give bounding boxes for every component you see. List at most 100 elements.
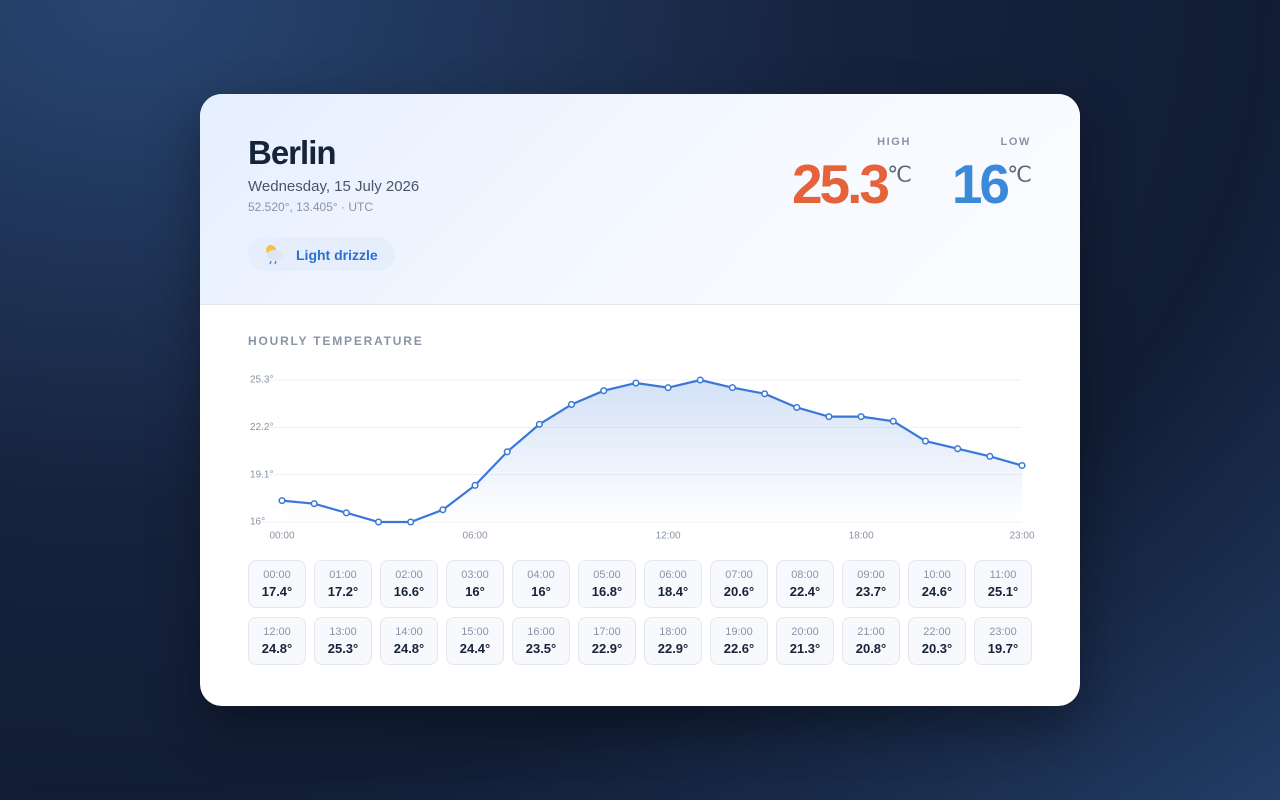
point — [793, 403, 801, 412]
point — [954, 445, 962, 453]
point — [374, 518, 383, 526]
hour-temp: 22.9° — [657, 641, 689, 656]
point — [535, 420, 543, 428]
city: Berlin — [248, 134, 337, 171]
hour-temp: 25.3° — [327, 641, 359, 656]
low-label: LOW — [1000, 136, 1031, 148]
hour-temp: 24.8° — [393, 641, 425, 656]
weather-card: Berlin Wednesday, 15 July 2026 52.520°, … — [200, 94, 1080, 706]
hour-time: 18:00 — [659, 626, 687, 638]
hour-temp: 20.3° — [921, 641, 953, 656]
hour-time: 16:00 — [527, 626, 555, 638]
hour-temp: 20.6° — [723, 584, 755, 599]
hour-temp: 24.8° — [261, 641, 293, 656]
hour-tile: 21:00 20.8° — [842, 617, 900, 665]
hour-time: 14:00 — [395, 626, 423, 638]
hour-temp: 16.8° — [591, 584, 623, 599]
date: Wednesday, 15 July 2026 — [248, 178, 420, 195]
header: Berlin Wednesday, 15 July 2026 52.520°, … — [200, 94, 1080, 305]
point — [986, 452, 994, 460]
hour-time: 22:00 — [923, 626, 951, 638]
hour-tile: 17:00 22.9° — [578, 617, 636, 665]
hour-temp: 22.6° — [723, 641, 755, 656]
condition-pill: Light drizzle — [248, 237, 395, 271]
hour-time: 12:00 — [263, 626, 291, 638]
hour-tile: 18:00 22.9° — [644, 617, 702, 665]
hour-tile: 16:00 23.5° — [512, 617, 570, 665]
hour-tile: 08:00 22.4° — [776, 560, 834, 608]
point — [600, 387, 608, 395]
hour-tile: 03:00 16° — [446, 560, 504, 608]
point — [857, 413, 865, 421]
hour-temp: 23.7° — [855, 584, 887, 599]
hour-tile: 04:00 16° — [512, 560, 570, 608]
point — [439, 506, 447, 514]
hour-time: 02:00 — [395, 569, 423, 581]
point — [503, 448, 511, 456]
high-value: 25.3 — [791, 153, 890, 215]
x-tick-label: 18:00 — [849, 531, 874, 542]
high-label: HIGH — [877, 136, 911, 148]
hour-temp: 16.6° — [393, 584, 425, 599]
hour-temp: 22.4° — [789, 584, 821, 599]
low-value: 16 — [951, 153, 1010, 215]
point — [471, 481, 479, 489]
hour-temp: 24.6° — [921, 584, 953, 599]
hour-time: 00:00 — [263, 569, 291, 581]
x-tick-label: 06:00 — [463, 531, 488, 542]
hour-tile: 11:00 25.1° — [974, 560, 1032, 608]
point — [696, 376, 704, 384]
y-tick-label: 25.3° — [250, 375, 273, 386]
point — [632, 379, 640, 387]
hour-tile: 15:00 24.4° — [446, 617, 504, 665]
hour-tile: 19:00 22.6° — [710, 617, 768, 665]
hour-tile: 07:00 20.6° — [710, 560, 768, 608]
point — [342, 509, 350, 517]
hour-temp: 21.3° — [789, 641, 821, 656]
hour-temp: 20.8° — [855, 641, 887, 656]
condition: Light drizzle — [296, 247, 378, 263]
hour-tile: 09:00 23.7° — [842, 560, 900, 608]
hour-time: 07:00 — [725, 569, 753, 581]
hour-tile: 06:00 18.4° — [644, 560, 702, 608]
chart: 16° 19.1° 22.2° 25.3° 00:00 06:00 12:00 18:00 23… — [250, 375, 1035, 542]
point — [889, 417, 897, 425]
point — [1018, 461, 1026, 470]
coords: 52.520°, 13.405° · UTC — [248, 200, 373, 214]
hour-tile: 23:00 19.7° — [974, 617, 1032, 665]
hour-time: 06:00 — [659, 569, 687, 581]
hour-tile: 05:00 16.8° — [578, 560, 636, 608]
point — [825, 413, 833, 421]
y-tick-label: 22.2° — [250, 422, 273, 433]
hour-temp: 16° — [465, 584, 485, 599]
low-unit: ℃ — [1007, 162, 1032, 187]
hour-temp: 16° — [531, 584, 551, 599]
chart-title: HOURLY TEMPERATURE — [248, 334, 424, 348]
point — [664, 384, 672, 392]
hour-time: 19:00 — [725, 626, 753, 638]
hour-time: 11:00 — [989, 569, 1017, 581]
hour-time: 17:00 — [593, 626, 621, 638]
x-tick-label: 12:00 — [656, 531, 681, 542]
area — [282, 380, 1022, 522]
hour-tile: 20:00 21.3° — [776, 617, 834, 665]
point — [278, 497, 286, 505]
hour-tile: 00:00 17.4° — [248, 560, 306, 608]
hour-tile: 01:00 17.2° — [314, 560, 372, 608]
x-tick-label: 23:00 — [1009, 531, 1034, 542]
hour-time: 09:00 — [857, 569, 885, 581]
hour-time: 08:00 — [791, 569, 819, 581]
hour-time: 04:00 — [527, 569, 555, 581]
hour-tile: 14:00 24.8° — [380, 617, 438, 665]
hour-tile: 02:00 16.6° — [380, 560, 438, 608]
hour-time: 05:00 — [593, 569, 621, 581]
point — [310, 500, 318, 508]
hour-time: 23:00 — [989, 626, 1017, 638]
hour-temp: 22.9° — [591, 641, 623, 656]
y-tick-label: 19.1° — [250, 469, 273, 480]
hour-temp: 17.2° — [327, 584, 359, 599]
hour-time: 13:00 — [329, 626, 357, 638]
hour-time: 10:00 — [923, 569, 951, 581]
hour-temp: 23.5° — [525, 641, 557, 656]
